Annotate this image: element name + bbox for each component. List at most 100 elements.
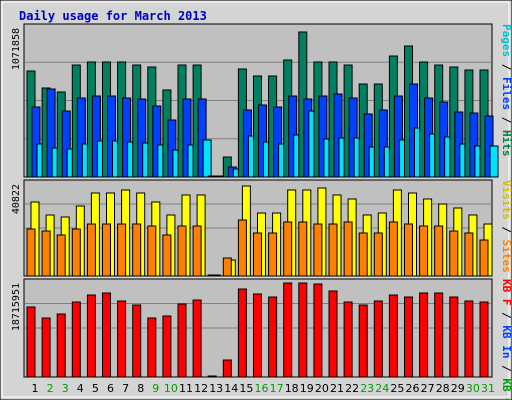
bar-sites-day-26 [404, 223, 413, 277]
bar-kb-f-day-24 [373, 300, 383, 378]
x-tick-label-day-23: 23 [360, 382, 374, 395]
bar-sites-day-20 [313, 223, 323, 277]
bar-sites-day-23 [358, 232, 368, 277]
bar-files-day-6 [107, 95, 116, 178]
bar-kb-f-day-17 [268, 296, 278, 378]
x-tick-label-day-5: 5 [92, 382, 99, 395]
bar-kb-f-day-9 [147, 317, 157, 378]
right-legend-top: Pages / Files / Hits [500, 24, 512, 157]
bar-sites-day-11 [177, 225, 187, 277]
bar-sites-day-25 [388, 221, 398, 277]
y-max-label: 40822 [11, 184, 22, 214]
bar-files-day-30 [469, 112, 479, 178]
bar-sites-day-24 [373, 232, 383, 277]
x-tick-label-day-6: 6 [107, 382, 114, 395]
x-tick-label-day-25: 25 [390, 382, 404, 395]
bar-sites-day-21 [328, 223, 338, 277]
x-tick-label-day-17: 17 [270, 382, 284, 395]
x-tick-label-day-15: 15 [239, 382, 253, 395]
bar-kb-f-day-15 [237, 288, 247, 378]
bar-kb-f-day-30 [464, 300, 474, 378]
bar-kb-f-day-2 [41, 317, 51, 378]
bar-kb-f-day-21 [328, 290, 338, 378]
bar-kb-f-day-5 [86, 294, 96, 378]
bar-kb-f-day-19 [298, 282, 308, 378]
bar-kb-f-day-27 [419, 292, 429, 378]
legend-part-4: Hits [500, 130, 512, 157]
bar-files-day-10 [167, 119, 177, 178]
x-tick-label-day-10: 10 [164, 382, 178, 395]
bar-sites-day-30 [464, 232, 474, 277]
x-tick-label-day-31: 31 [481, 382, 495, 395]
bar-files-day-25 [393, 95, 403, 178]
x-tick-label-day-22: 22 [345, 382, 359, 395]
bar-kb-f-day-18 [283, 282, 293, 378]
bar-sites-day-12 [192, 225, 202, 277]
bar-files-day-8 [137, 98, 147, 178]
right-legend-bottom: KB F / KB In / KB Out [500, 279, 512, 400]
bar-kb-f-day-25 [388, 294, 398, 378]
chart-panels: 1071858 40822 18715951 [11, 23, 499, 378]
bar-sites-day-2 [41, 230, 51, 277]
bar-kb-f-day-3 [56, 313, 66, 378]
bar-files-day-3 [61, 110, 71, 178]
x-tick-label-day-2: 2 [47, 382, 54, 395]
bar-files-day-24 [378, 109, 388, 178]
legend-part-2: KB In [500, 325, 512, 358]
x-tick-label-day-24: 24 [375, 382, 389, 395]
bar-kb-f-day-16 [253, 293, 262, 378]
bar-kb-f-day-6 [102, 292, 111, 378]
bar-sites-day-1 [26, 228, 36, 277]
bar-sites-day-31 [479, 239, 489, 277]
bar-sites-day-18 [283, 221, 293, 277]
bar-sites-day-9 [147, 225, 157, 277]
bar-sites-day-7 [117, 223, 127, 277]
x-tick-label-day-1: 1 [32, 382, 39, 395]
bar-files-day-5 [91, 95, 101, 178]
bar-kb-f-day-1 [26, 306, 36, 378]
bar-files-day-1 [31, 106, 41, 178]
panel-visits: 40822 [11, 179, 493, 277]
x-tick-label-day-20: 20 [315, 382, 329, 395]
bar-sites-day-6 [102, 223, 111, 277]
legend-part-4: KB Out [500, 378, 512, 400]
x-tick-label-day-18: 18 [285, 382, 299, 395]
bar-kb-f-day-7 [117, 300, 127, 378]
x-tick-label-day-28: 28 [436, 382, 450, 395]
legend-part-1: / [500, 57, 512, 77]
bar-kb-f-day-10 [162, 315, 172, 378]
bar-sites-day-27 [419, 225, 429, 277]
panel-kbytes: 18715951 [11, 278, 493, 378]
x-tick-label-day-30: 30 [466, 382, 480, 395]
bar-kb-f-day-8 [132, 304, 142, 378]
legend-part-1: / [500, 220, 512, 240]
bar-sites-day-19 [298, 221, 308, 277]
bar-kb-f-day-14 [222, 359, 232, 378]
x-tick-label-day-9: 9 [152, 382, 159, 395]
x-tick-label-day-13: 13 [209, 382, 223, 395]
bar-sites-day-28 [434, 225, 444, 277]
x-tick-label-day-11: 11 [179, 382, 193, 395]
x-tick-label-day-7: 7 [122, 382, 129, 395]
bar-kb-f-day-31 [479, 301, 489, 378]
bar-files-day-12 [197, 98, 207, 178]
bar-sites-day-29 [449, 230, 459, 277]
bar-sites-day-22 [343, 221, 353, 277]
bar-sites-day-16 [253, 232, 262, 277]
x-tick-label-day-26: 26 [406, 382, 420, 395]
panel-usage: 1071858 [11, 23, 499, 178]
bar-kb-f-day-4 [71, 301, 81, 378]
x-tick-label-day-4: 4 [77, 382, 84, 395]
bar-files-day-11 [182, 98, 192, 178]
bar-kb-f-day-11 [177, 303, 187, 378]
legend-part-3: / [500, 359, 512, 379]
bar-files-day-21 [333, 93, 343, 178]
x-tick-label-day-19: 19 [300, 382, 314, 395]
bar-kb-f-day-12 [192, 299, 202, 378]
bar-kb-f-day-29 [449, 296, 459, 378]
bar-sites-day-10 [162, 234, 172, 277]
bar-sites-day-17 [268, 232, 278, 277]
x-tick-label-day-14: 14 [224, 382, 238, 395]
bar-kb-f-day-23 [358, 304, 368, 378]
